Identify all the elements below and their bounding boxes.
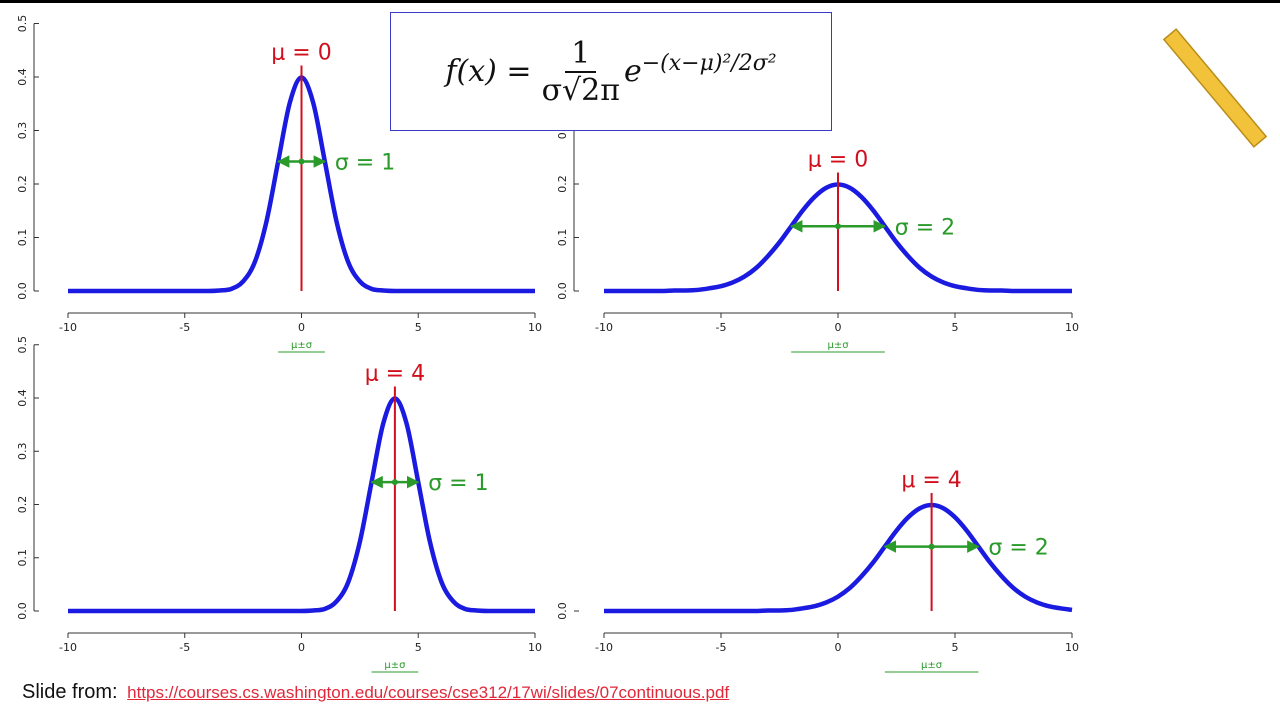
density-curve <box>604 502 1073 614</box>
mean-dot <box>928 543 935 550</box>
x-tick-label: -10 <box>595 321 613 334</box>
x-tick-label: 0 <box>835 321 842 334</box>
x-tick-label: 0 <box>298 641 305 654</box>
y-tick-label: 0.0 <box>556 602 569 620</box>
x-tick-label: -10 <box>595 641 613 654</box>
chart: -10 -5 0 5 10 0.0 0.1 0.2 0.3 0.4 0.5 μ = 4 σ = 1 μ±σ <box>16 336 542 673</box>
footer-label: Slide from: <box>22 681 118 703</box>
sigma-label: σ = 1 <box>428 471 488 496</box>
source-link[interactable]: https://courses.cs.washington.edu/course… <box>127 683 730 702</box>
x-tick-label: -10 <box>59 641 77 654</box>
formula-lhs: f(x) = <box>445 54 532 89</box>
y-tick-label: 0.4 <box>16 389 29 407</box>
ruler-body <box>1162 28 1268 148</box>
x-tick-label: 10 <box>1065 321 1079 334</box>
mean-label: μ = 4 <box>365 362 425 387</box>
formula-denominator: σ√2π <box>541 72 620 108</box>
sigma-label: σ = 2 <box>895 215 955 240</box>
sigma-label: σ = 1 <box>335 151 395 176</box>
range-label: μ±σ <box>921 660 943 671</box>
density-curve <box>68 396 535 614</box>
y-tick-label: 0.0 <box>16 602 29 620</box>
mean-dot <box>298 158 305 165</box>
sigma-label: σ = 2 <box>988 536 1048 561</box>
chart: -10 -5 0 5 10 0.0 μ = 4 σ = 2 μ±σ <box>556 468 1079 673</box>
y-tick-label: 0.3 <box>16 443 29 461</box>
formula-fraction: 1 σ√2π <box>542 36 620 108</box>
top-border <box>0 0 1280 3</box>
range-label: μ±σ <box>827 340 849 351</box>
ruler-icon <box>1162 28 1268 148</box>
y-tick-label: 0.2 <box>16 496 29 514</box>
x-tick-label: -5 <box>716 321 727 334</box>
x-tick-label: -5 <box>179 321 190 334</box>
x-tick-label: 5 <box>415 641 422 654</box>
mean-dot <box>391 479 398 486</box>
y-tick-label: 0.1 <box>556 229 569 247</box>
range-label: μ±σ <box>291 340 313 351</box>
y-tick-label: 0.1 <box>16 229 29 247</box>
x-tick-label: 10 <box>528 321 542 334</box>
x-tick-label: 0 <box>835 641 842 654</box>
y-tick-label: 0.1 <box>16 549 29 567</box>
formula-numerator: 1 <box>565 36 597 73</box>
footer: Slide from: https://courses.cs.washingto… <box>22 681 729 704</box>
y-tick-label: 0.3 <box>16 122 29 140</box>
y-tick-label: 0.0 <box>16 282 29 300</box>
y-tick-label: 0.4 <box>16 68 29 86</box>
x-tick-label: 5 <box>952 321 959 334</box>
x-tick-label: 10 <box>1065 641 1079 654</box>
mean-dot <box>835 223 841 230</box>
x-tick-label: -10 <box>59 321 77 334</box>
x-tick-label: 5 <box>952 641 959 654</box>
y-tick-label: 0.5 <box>16 15 29 33</box>
mean-label: μ = 4 <box>901 468 961 493</box>
y-tick-label: 0.5 <box>16 336 29 354</box>
formula: f(x) = 1 σ√2π e −(x−μ)²/2σ² <box>390 12 832 131</box>
formula-base: e <box>623 54 642 89</box>
x-tick-label: 5 <box>415 321 422 334</box>
x-tick-label: 0 <box>298 321 305 334</box>
formula-exponent: −(x−μ)²/2σ² <box>641 51 777 76</box>
x-tick-label: -5 <box>179 641 190 654</box>
chart: -10 -5 0 5 10 0.0 0.1 0.2 0.3 0.4 0.5 μ = 0 σ = 1 μ±σ <box>16 15 542 353</box>
y-tick-label: 0.2 <box>16 175 29 193</box>
y-tick-label: 0.0 <box>556 282 569 300</box>
mean-label: μ = 0 <box>808 148 868 173</box>
x-tick-label: 10 <box>528 641 542 654</box>
mean-label: μ = 0 <box>271 41 331 66</box>
y-tick-label: 0.2 <box>556 175 569 193</box>
x-tick-label: -5 <box>716 641 727 654</box>
range-label: μ±σ <box>384 660 406 671</box>
